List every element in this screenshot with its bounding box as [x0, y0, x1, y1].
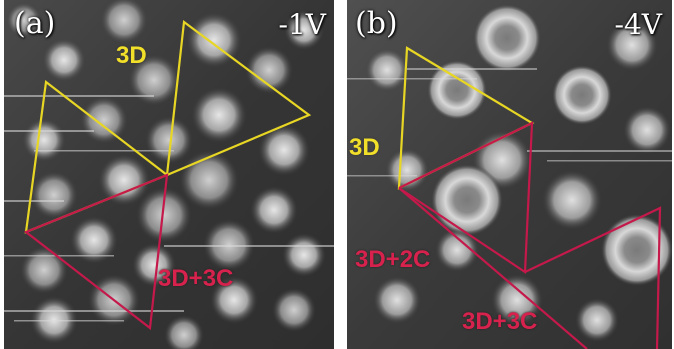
scan-streak: [14, 320, 124, 322]
stm-bump: [80, 96, 128, 144]
triangle-3d2c: [398, 121, 534, 274]
label-3d2c-b: 3D+2C: [355, 246, 431, 273]
stm-bump: [250, 186, 298, 234]
label-3d3c-a: 3D+3C: [158, 265, 234, 292]
scan-streak: [34, 150, 174, 152]
stm-bump: [245, 46, 293, 94]
stm-bump: [385, 148, 429, 192]
stm-bump: [70, 216, 118, 264]
stm-image-panel-b: (b) -4V 3D 3D+2C 3D+3C: [347, 0, 672, 349]
stm-bump: [258, 124, 310, 176]
stm-bump: [542, 170, 602, 230]
scan-streak: [547, 160, 672, 162]
stm-bump: [22, 118, 66, 162]
stm-bump: [179, 150, 239, 210]
stm-bump: [128, 54, 180, 106]
stm-bump: [132, 243, 176, 287]
stm-bump: [164, 315, 204, 349]
scan-streak: [164, 245, 334, 247]
stm-topography-a: [4, 0, 334, 349]
panel-letter-b: (b): [355, 6, 398, 41]
stm-bump: [365, 48, 409, 92]
stm-bump: [431, 164, 503, 236]
stm-bump: [373, 276, 421, 324]
stm-bump: [191, 87, 247, 143]
stm-bump: [145, 116, 193, 164]
panel-letter-a: (a): [14, 6, 56, 41]
scan-streak: [4, 255, 114, 257]
triangle-3d3c-b: [524, 206, 662, 349]
stm-bump: [427, 60, 487, 120]
triangle-3d3c-b-edge: [398, 187, 588, 349]
label-3d-b: 3D: [349, 134, 380, 161]
stm-bump: [282, 233, 326, 277]
stm-bump: [100, 0, 148, 44]
stm-bump: [601, 214, 672, 286]
label-3d3c-b: 3D+3C: [462, 308, 538, 335]
label-3d-a: 3D: [116, 42, 147, 69]
triangle-3d-right: [165, 19, 312, 177]
stm-bump: [606, 19, 658, 71]
scan-streak: [527, 150, 672, 152]
triangle-3d3c: [23, 173, 169, 331]
scan-streak: [4, 95, 154, 97]
stm-bump: [473, 4, 541, 72]
scan-streak: [407, 68, 537, 70]
stm-image-panel-a: (a) -1V 3D 3D+3C: [4, 0, 334, 349]
stm-bump: [284, 10, 324, 50]
stm-bump: [6, 2, 42, 38]
scan-streak: [347, 78, 477, 80]
stm-bump: [210, 276, 258, 324]
stm-bump: [98, 154, 150, 206]
stm-bump: [30, 171, 78, 219]
stm-bump: [623, 106, 671, 154]
scan-streak: [4, 310, 184, 312]
stm-bump: [272, 288, 316, 332]
stm-bump: [20, 246, 68, 294]
scan-streak: [4, 130, 94, 132]
scan-streak: [347, 175, 417, 177]
stm-bump: [552, 65, 612, 125]
stm-bump: [136, 187, 192, 243]
stm-bump: [491, 274, 543, 326]
scan-streak: [4, 200, 64, 202]
stm-bump: [42, 38, 86, 82]
bias-voltage-a: -1V: [278, 8, 327, 41]
stm-topography-b: [347, 0, 672, 349]
bias-voltage-b: -4V: [614, 8, 663, 41]
stm-bump: [435, 228, 479, 272]
stm-bump: [575, 298, 619, 342]
